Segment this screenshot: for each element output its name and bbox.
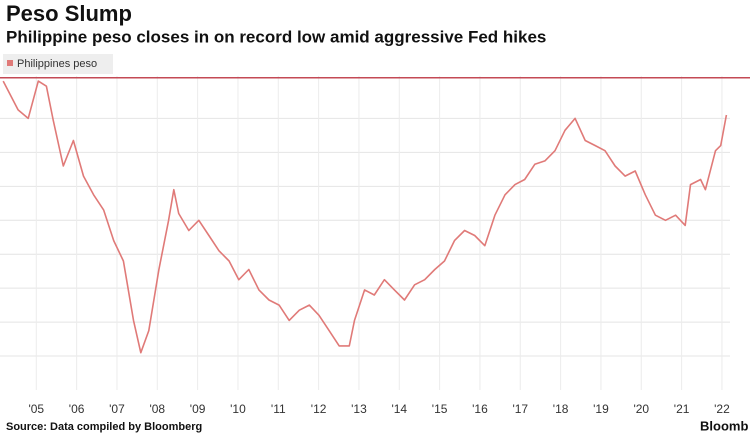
source: Source: Data compiled by Bloomberg bbox=[6, 421, 202, 433]
x-tick-label: '13 bbox=[351, 402, 367, 416]
x-tick-label: '08 bbox=[149, 402, 165, 416]
chart-title: Peso Slump bbox=[6, 1, 132, 26]
data-line bbox=[2, 80, 728, 354]
x-tick-label: '19 bbox=[593, 402, 609, 416]
x-tick-label: '10 bbox=[230, 402, 246, 416]
x-tick-label: '09 bbox=[190, 402, 206, 416]
x-tick-label: '18 bbox=[553, 402, 569, 416]
x-tick-label: '14 bbox=[391, 402, 407, 416]
chart-subtitle: Philippine peso closes in on record low … bbox=[6, 27, 546, 46]
x-tick-label: '16 bbox=[472, 402, 488, 416]
x-tick-label: '17 bbox=[512, 402, 528, 416]
x-tick-label: '12 bbox=[311, 402, 327, 416]
x-tick-label: '11 bbox=[271, 402, 286, 416]
x-tick-label: '05 bbox=[28, 402, 44, 416]
legend-box bbox=[3, 54, 113, 74]
x-tick-label: '07 bbox=[109, 402, 125, 416]
legend-swatch bbox=[7, 60, 13, 66]
x-tick-label: '21 bbox=[674, 402, 690, 416]
x-tick-label: '06 bbox=[69, 402, 85, 416]
x-tick-label: '22 bbox=[714, 402, 730, 416]
x-tick-label: '15 bbox=[432, 402, 448, 416]
logo: Bloomb bbox=[700, 418, 748, 433]
x-tick-label: '20 bbox=[633, 402, 649, 416]
legend-label: Philippines peso bbox=[17, 58, 97, 70]
